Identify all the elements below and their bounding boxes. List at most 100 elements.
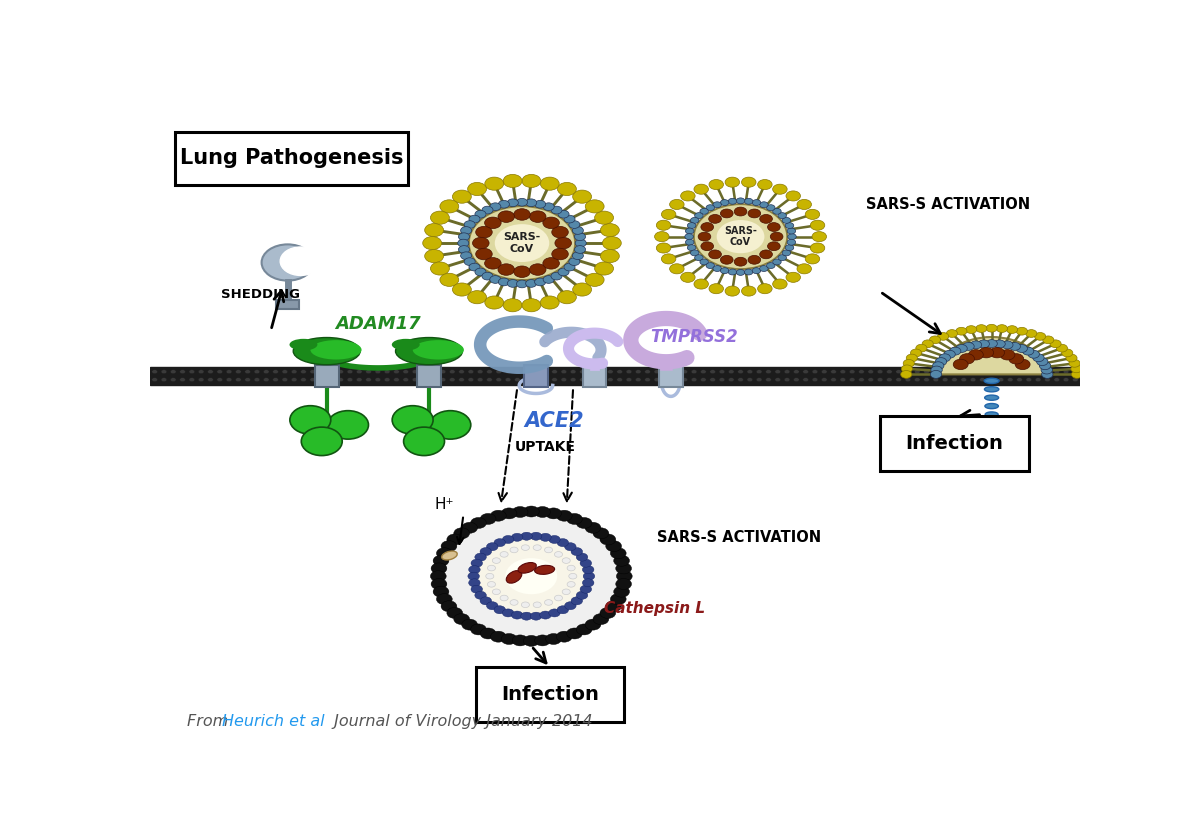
Circle shape	[930, 370, 942, 378]
Circle shape	[720, 268, 728, 274]
Circle shape	[778, 255, 786, 260]
Circle shape	[773, 259, 781, 265]
Circle shape	[694, 204, 787, 269]
Circle shape	[558, 182, 576, 196]
Circle shape	[503, 175, 522, 187]
Text: ADAM17: ADAM17	[335, 315, 421, 333]
Circle shape	[949, 347, 961, 355]
Circle shape	[773, 208, 781, 214]
Circle shape	[468, 572, 480, 580]
Ellipse shape	[858, 378, 864, 381]
Circle shape	[544, 276, 554, 283]
Ellipse shape	[254, 378, 260, 381]
Circle shape	[744, 269, 752, 275]
Circle shape	[979, 348, 994, 358]
Circle shape	[433, 555, 449, 566]
Circle shape	[586, 273, 604, 286]
Circle shape	[485, 296, 504, 309]
Ellipse shape	[300, 378, 306, 381]
Circle shape	[485, 258, 502, 269]
Text: Journal of Virology January 2014: Journal of Virology January 2014	[330, 714, 593, 729]
Circle shape	[470, 585, 482, 593]
Ellipse shape	[310, 378, 316, 381]
Circle shape	[442, 601, 457, 612]
Ellipse shape	[998, 378, 1004, 381]
Circle shape	[486, 543, 498, 551]
Circle shape	[469, 565, 480, 574]
Ellipse shape	[682, 370, 688, 374]
Circle shape	[906, 354, 918, 362]
Ellipse shape	[1044, 370, 1050, 374]
Circle shape	[498, 201, 510, 208]
Ellipse shape	[803, 378, 809, 381]
Circle shape	[785, 223, 793, 228]
Circle shape	[392, 406, 433, 434]
Ellipse shape	[468, 378, 474, 381]
Circle shape	[490, 276, 500, 283]
Bar	[583, 365, 606, 386]
Circle shape	[575, 239, 587, 247]
Text: Cathepsin L: Cathepsin L	[604, 601, 704, 616]
FancyBboxPatch shape	[475, 667, 624, 722]
Circle shape	[812, 232, 827, 242]
Ellipse shape	[170, 378, 176, 381]
Circle shape	[510, 600, 518, 606]
Ellipse shape	[970, 370, 976, 374]
Ellipse shape	[905, 370, 911, 374]
Text: SARS-S ACTIVATION: SARS-S ACTIVATION	[866, 197, 1031, 212]
Circle shape	[805, 254, 820, 264]
Ellipse shape	[840, 378, 846, 381]
Circle shape	[767, 263, 775, 269]
Circle shape	[440, 273, 458, 286]
Circle shape	[670, 264, 684, 274]
Ellipse shape	[895, 378, 901, 381]
Ellipse shape	[887, 378, 893, 381]
Ellipse shape	[719, 370, 725, 374]
Circle shape	[617, 570, 632, 581]
Circle shape	[748, 255, 761, 265]
Circle shape	[737, 270, 745, 276]
Ellipse shape	[635, 370, 641, 374]
Circle shape	[542, 217, 559, 228]
Ellipse shape	[617, 378, 623, 381]
Circle shape	[725, 177, 739, 187]
Circle shape	[535, 507, 551, 517]
Ellipse shape	[654, 370, 660, 374]
Circle shape	[508, 280, 518, 287]
Ellipse shape	[598, 370, 604, 374]
Ellipse shape	[412, 370, 418, 374]
Ellipse shape	[161, 378, 167, 381]
Circle shape	[461, 252, 472, 260]
Ellipse shape	[803, 370, 809, 374]
Ellipse shape	[374, 370, 380, 374]
Circle shape	[955, 328, 967, 335]
Text: TMPRSS2: TMPRSS2	[650, 328, 738, 346]
Circle shape	[569, 574, 577, 579]
Ellipse shape	[924, 370, 930, 374]
Circle shape	[558, 268, 569, 276]
Circle shape	[768, 242, 780, 250]
Circle shape	[661, 254, 676, 264]
Circle shape	[680, 272, 695, 282]
Ellipse shape	[552, 370, 558, 374]
Circle shape	[1026, 329, 1037, 338]
Circle shape	[569, 258, 580, 265]
Ellipse shape	[1073, 370, 1079, 374]
Circle shape	[1056, 344, 1068, 352]
Circle shape	[760, 202, 768, 207]
Circle shape	[688, 223, 696, 228]
Ellipse shape	[542, 370, 548, 374]
Circle shape	[498, 211, 515, 223]
Ellipse shape	[986, 437, 997, 443]
Ellipse shape	[589, 378, 595, 381]
Circle shape	[996, 325, 1008, 333]
Ellipse shape	[942, 370, 948, 374]
Circle shape	[422, 237, 442, 249]
Ellipse shape	[188, 378, 194, 381]
Ellipse shape	[784, 378, 790, 381]
Ellipse shape	[245, 378, 251, 381]
Bar	[276, 300, 299, 309]
Circle shape	[457, 239, 469, 247]
Ellipse shape	[664, 378, 670, 381]
Circle shape	[966, 326, 977, 333]
